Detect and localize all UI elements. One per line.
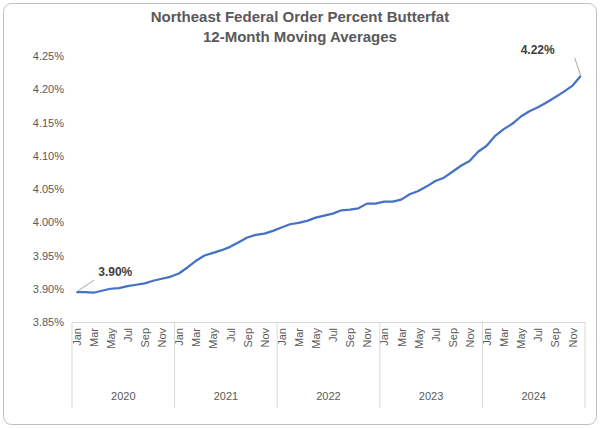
x-tick: May <box>413 322 425 349</box>
x-tick-label: Sep <box>242 328 254 348</box>
x-tick-label: May <box>413 328 425 349</box>
group-label: 2022 <box>316 390 340 402</box>
annotation-leader <box>76 280 94 292</box>
y-tick-label: 4.00% <box>33 216 64 228</box>
group-separator <box>379 322 380 408</box>
x-tick-label: Jul <box>225 328 237 342</box>
y-tick-label: 3.85% <box>33 316 64 328</box>
y-tick-label: 4.25% <box>33 50 64 62</box>
group-separator <box>585 322 586 408</box>
x-tick-label: May <box>105 328 117 349</box>
y-tick: 4.10% <box>33 150 72 162</box>
x-tick-label: Sep <box>447 328 459 348</box>
x-tick-label: May <box>207 328 219 349</box>
x-tick: Mar <box>396 322 408 347</box>
x-tick: Nov <box>567 322 579 348</box>
y-axis: 3.85% 3.90% 3.95% 4.00% 4.05% 4.10% 4.15% 4.20%… <box>33 50 73 328</box>
x-tick-label: Sep <box>549 328 561 348</box>
x-tick: Nov <box>156 322 168 348</box>
x-tick-label: Jul <box>327 328 339 342</box>
y-axis-line <box>72 57 73 323</box>
x-tick-label: Sep <box>344 328 356 348</box>
x-tick: Nov <box>464 322 476 348</box>
group-separator <box>482 322 483 408</box>
x-tick: Nov <box>361 322 373 348</box>
x-axis-line <box>72 322 585 323</box>
group-separator <box>174 322 175 408</box>
x-tick: Mar <box>88 322 100 347</box>
annotations: 3.90% 4.22% <box>76 43 580 292</box>
x-tick-label: Mar <box>293 328 305 347</box>
subtitle: 12-Month Moving Averages <box>203 28 397 45</box>
group-label: 2020 <box>111 390 135 402</box>
x-tick-label: May <box>515 328 527 349</box>
x-tick-label: Mar <box>190 328 202 347</box>
y-tick: 4.15% <box>33 117 72 129</box>
x-tick: Nov <box>259 322 271 348</box>
y-tick: 3.90% <box>33 283 72 295</box>
x-tick: Jul <box>327 322 339 342</box>
group-separator <box>277 322 278 408</box>
x-tick: Sep <box>549 322 561 348</box>
x-tick-label: Jul <box>532 328 544 342</box>
x-tick: Sep <box>447 322 459 348</box>
chart: Northeast Federal Order Percent Butterfa… <box>0 0 600 428</box>
chart-frame <box>4 4 597 425</box>
x-tick-label: May <box>310 328 322 349</box>
y-tick-label: 4.15% <box>33 117 64 129</box>
x-tick-label: Mar <box>498 328 510 347</box>
y-tick: 4.05% <box>33 183 72 195</box>
y-tick: 3.85% <box>33 316 72 328</box>
x-tick-label: Nov <box>567 328 579 348</box>
title: Northeast Federal Order Percent Butterfa… <box>151 8 449 25</box>
x-tick-label: Jul <box>430 328 442 342</box>
x-tick: Jul <box>122 322 134 342</box>
x-tick: May <box>515 322 527 349</box>
x-tick-label: Nov <box>464 328 476 348</box>
x-tick: May <box>207 322 219 349</box>
y-tick-label: 3.90% <box>33 283 64 295</box>
y-tick-label: 3.95% <box>33 250 64 262</box>
x-groups: 2020 2021 2022 2023 2024 <box>72 322 585 408</box>
y-tick: 3.95% <box>33 250 72 262</box>
y-tick: 4.25% <box>33 50 72 62</box>
y-tick-label: 4.20% <box>33 83 64 95</box>
x-tick: Sep <box>344 322 356 348</box>
group-label: 2021 <box>214 390 238 402</box>
x-tick: May <box>310 322 322 349</box>
annotation: 4.22% <box>521 43 555 57</box>
x-tick-label: Mar <box>88 328 100 347</box>
x-tick: Sep <box>139 322 151 348</box>
x-tick-label: Sep <box>139 328 151 348</box>
x-axis: JanMarMayJulSepNovJanMarMayJulSepNovJanM… <box>71 322 585 349</box>
x-tick-label: Nov <box>156 328 168 348</box>
x-tick: Mar <box>293 322 305 347</box>
x-tick: May <box>105 322 117 349</box>
x-tick: Sep <box>242 322 254 348</box>
x-tick: Jul <box>532 322 544 342</box>
x-tick-label: Mar <box>396 328 408 347</box>
plot-area <box>76 76 580 293</box>
y-tick: 4.00% <box>33 216 72 228</box>
y-tick-label: 4.05% <box>33 183 64 195</box>
x-tick: Mar <box>190 322 202 347</box>
annotation-leader <box>575 58 581 76</box>
y-tick-label: 4.10% <box>33 150 64 162</box>
x-tick-label: Nov <box>259 328 271 348</box>
group-separator <box>72 322 73 408</box>
data-line <box>76 76 580 293</box>
group-label: 2024 <box>521 390 545 402</box>
x-tick-label: Nov <box>361 328 373 348</box>
y-tick: 4.20% <box>33 83 72 95</box>
x-tick-label: Jul <box>122 328 134 342</box>
x-tick: Jul <box>225 322 237 342</box>
x-tick: Jul <box>430 322 442 342</box>
group-label: 2023 <box>419 390 443 402</box>
x-tick: Mar <box>498 322 510 347</box>
annotation: 3.90% <box>98 265 132 279</box>
